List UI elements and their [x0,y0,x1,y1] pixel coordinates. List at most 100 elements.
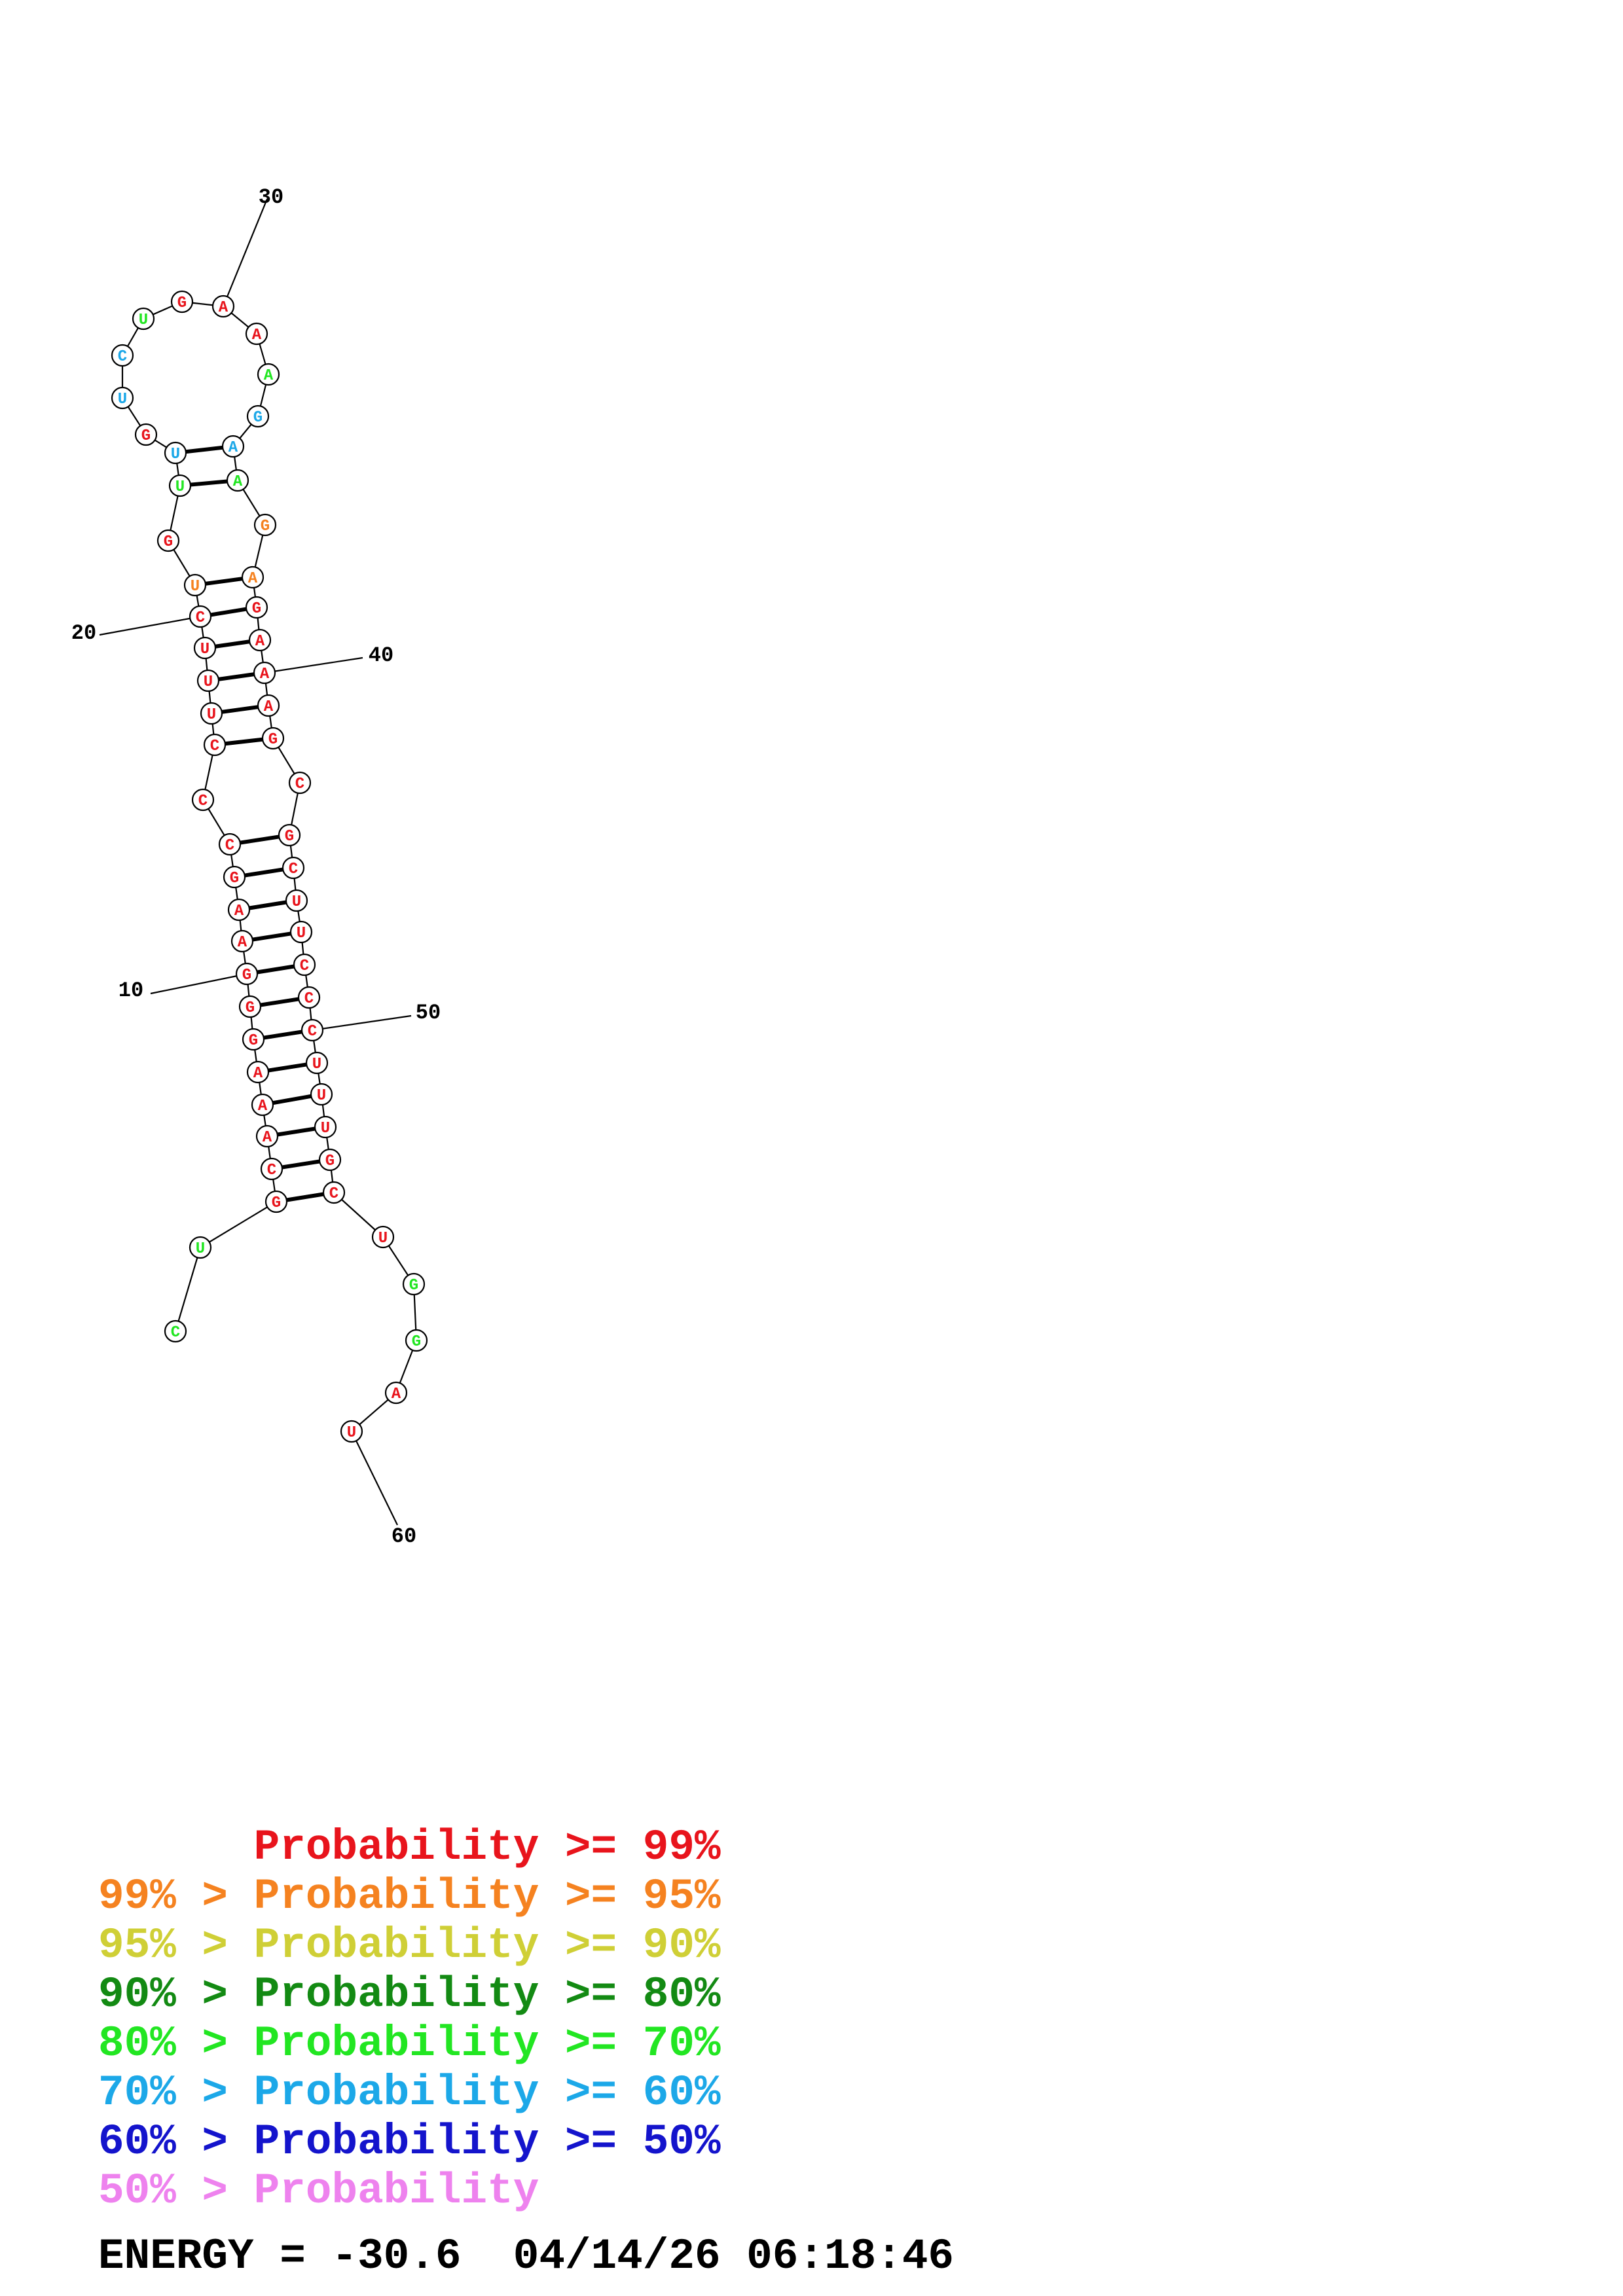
nucleotide: U [132,307,155,331]
nucleotide-letter: G [164,533,173,551]
nucleotide: U [310,1083,333,1106]
nucleotide-letter: C [295,776,304,793]
nucleotide-letter: G [230,870,239,888]
nucleotide-circle [305,1051,329,1075]
nucleotide: U [371,1225,395,1249]
nucleotide-circle [245,322,268,346]
nucleotide-circle [253,661,276,685]
legend-row: 90% > Probability >= 80% [98,1970,721,2019]
nucleotide-letter: U [312,1056,321,1073]
nucleotide-letter: U [207,706,216,724]
nucleotide: U [111,386,134,410]
position-label: 10 [119,978,143,1003]
nucleotide-circle [227,898,251,922]
nucleotide: G [223,865,246,889]
legend-label: Probability >= 95% [253,1872,721,1921]
nucleotide-letter: A [219,299,228,317]
nucleotide-letter: G [242,967,251,984]
nucleotide: A [221,435,245,458]
legend-label: Probability >= 90% [253,1921,721,1970]
nucleotide-circle [264,1190,288,1213]
nucleotide-letter: A [238,934,247,952]
nucleotide-letter: C [267,1162,276,1179]
base-pair-bond [225,737,263,746]
nucleotide-letter: G [268,731,278,749]
legend-row: Probability >= 99% [98,1823,721,1872]
nucleotide-circle [278,823,301,847]
nucleotide-circle [297,986,321,1009]
backbone-segment [200,1201,277,1248]
backbone-lines [121,300,418,1432]
nucleotide-circle [261,726,285,750]
nucleotide-letter: U [139,312,148,329]
nucleotide-circle [257,694,280,717]
nucleotide-circle [221,435,245,458]
nucleotide-circle [245,596,268,619]
position-label: 30 [259,185,283,209]
legend-row: 99% > Probability >= 95% [98,1872,721,1921]
nucleotide: U [189,1236,212,1259]
nucleotide-letter: U [204,673,213,691]
nucleotide-circle [310,1083,333,1106]
legend-label: Probability >= 60% [253,2068,721,2117]
nucleotide: A [246,1060,270,1084]
nucleotide-circle [134,423,158,446]
nucleotide-letter: G [249,1032,258,1050]
nucleotide: C [260,1157,283,1181]
nucleotide: U [183,573,207,597]
nucleotide: A [253,661,276,685]
position-tick-line [222,198,268,307]
nucleotide-letter: A [255,633,265,651]
nucleotide: A [251,1093,274,1117]
nucleotide: U [196,669,220,692]
nucleotide: C [189,605,212,628]
nucleotide: A [227,898,251,922]
nucleotide: A [384,1381,408,1405]
position-label: 60 [392,1524,416,1549]
nucleotide-circle [241,565,264,589]
nucleotide-letter: A [263,1129,272,1147]
legend-row: 70% > Probability >= 60% [98,2068,721,2117]
nucleotide-circle [111,386,134,410]
nucleotide-circle [260,1157,283,1181]
base-pair-bond [277,1126,316,1137]
legend-range-prefix: 95% > [98,1921,254,1970]
nucleotide: A [230,929,254,953]
nucleotide-circle [164,441,187,465]
nucleotide: G [245,596,268,619]
base-pair-bond [286,1192,324,1202]
nucleotide-letter: G [261,518,270,535]
nucleotide: C [288,771,312,795]
nucleotide-letter: U [292,893,301,911]
nucleotide: A [211,295,235,318]
nucleotide-letter: U [321,1120,330,1138]
base-pair-bond [190,479,228,487]
base-pair-bond [244,867,283,878]
nucleotide-circle [111,344,134,367]
probability-legend: Probability >= 99% 99% > Probability >= 9… [98,1823,721,2215]
legend-row: 60% > Probability >= 50% [98,2117,721,2166]
position-label: 40 [369,643,393,668]
legend-label: Probability >= 80% [253,1970,721,2019]
position-ticks: 10 20 30 40 50 60 [71,185,441,1549]
nucleotide: U [314,1115,337,1139]
legend-range-prefix: 80% > [98,2019,254,2068]
base-pair-bond [282,1159,320,1170]
nucleotide-circle [384,1381,408,1405]
legend-range-prefix: 60% > [98,2117,254,2166]
base-pair-bond [260,997,299,1007]
nucleotide-circle [253,513,277,537]
nucleotide: A [226,469,249,492]
nucleotide: C [203,733,227,757]
nucleotide: C [191,788,215,812]
nucleotide-circle [288,771,312,795]
nucleotide-letter: G [141,427,151,445]
nucleotide-letter: C [304,990,314,1008]
nucleotide-letter: G [409,1277,418,1295]
nucleotide: C [218,833,242,856]
position-tick-line [264,656,363,674]
nucleotide-circle [289,920,313,944]
nucleotide-circle [223,865,246,889]
nucleotide-letter: A [264,698,274,716]
